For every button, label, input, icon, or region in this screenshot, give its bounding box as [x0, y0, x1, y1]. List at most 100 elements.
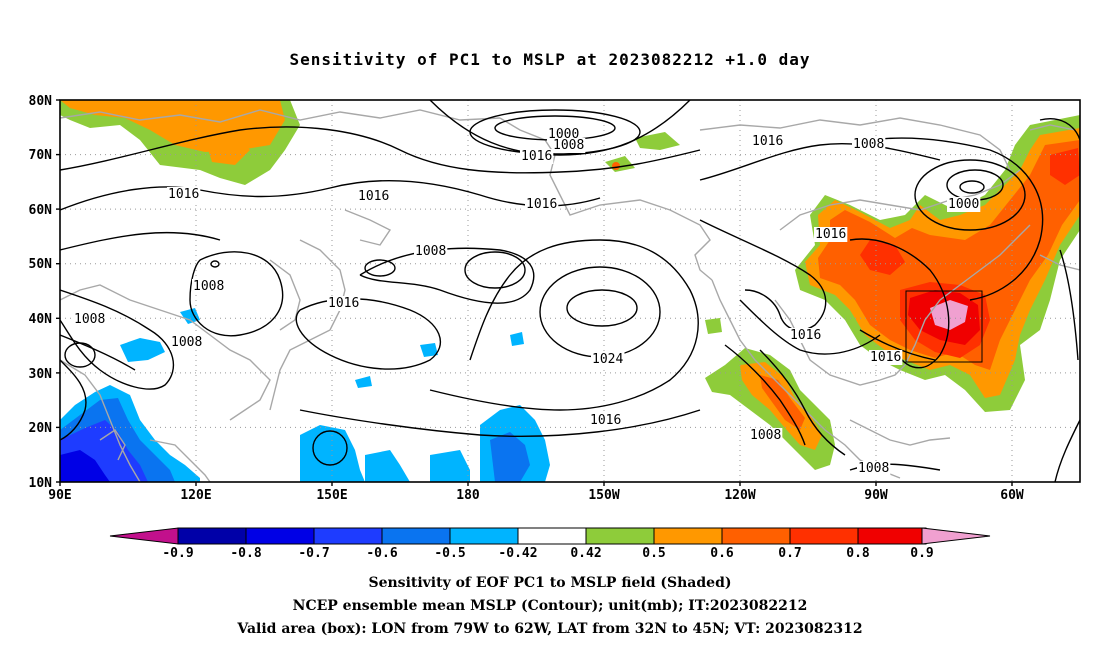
positive-shade	[705, 318, 722, 334]
positive-shade	[818, 140, 1080, 370]
footer-line-3: Valid area (box): LON from 79W to 62W, L…	[237, 621, 863, 637]
valid-area-box	[905, 290, 983, 363]
contour-label: 1008	[553, 138, 584, 153]
contour-label-background	[852, 137, 886, 152]
lat-label: 80N	[29, 94, 53, 109]
contour-label: 1008	[750, 428, 781, 443]
positive-shade	[1050, 148, 1080, 185]
positive-shade	[635, 132, 680, 150]
contour-label: 1016	[526, 197, 557, 212]
negative-shade	[120, 338, 165, 362]
lon-label: 60W	[1000, 488, 1024, 503]
latitude-axis: 80N 70N 60N 50N 40N 30N 20N 10N	[29, 94, 53, 491]
colorbar-cell	[585, 527, 655, 545]
positive-shade	[612, 162, 620, 170]
colorbar: -0.9 -0.8 -0.7 -0.6 -0.5 -0.42 0.42 0.5 …	[109, 527, 991, 561]
contour-label-background	[749, 428, 783, 443]
positive-shade	[860, 240, 905, 275]
positive-shade	[605, 156, 635, 172]
contour-label-background	[589, 413, 623, 428]
colorbar-cell	[177, 527, 247, 545]
lat-label: 30N	[29, 367, 53, 382]
colorbar-label: -0.7	[298, 546, 329, 561]
contour-label-background	[327, 296, 361, 311]
contour-label: 1008	[193, 279, 224, 294]
colorbar-label: -0.6	[366, 546, 397, 561]
contour-label-background	[814, 227, 848, 242]
contour-label-background	[414, 244, 448, 259]
contour-label-background	[751, 134, 785, 149]
lat-label: 20N	[29, 421, 53, 436]
contour-label: 1000	[948, 197, 979, 212]
lon-label: 120E	[180, 488, 211, 503]
contour-label: 1016	[521, 149, 552, 164]
contour-labels: 1000 1008 1016 1016 1008 1016 1000 1016 …	[73, 127, 981, 476]
colorbar-cell	[517, 527, 587, 545]
contour-label-background	[170, 335, 204, 350]
negative-shade	[300, 425, 365, 482]
contour-label: 1016	[358, 189, 389, 204]
colorbar-cell	[381, 527, 451, 545]
colorbar-label: -0.9	[162, 546, 193, 561]
lon-label: 90E	[48, 488, 71, 503]
contour-label: 1016	[168, 187, 199, 202]
lat-label: 60N	[29, 203, 53, 218]
lon-label: 180	[456, 488, 480, 503]
colorbar-cell	[313, 527, 383, 545]
contour-label-background	[73, 312, 107, 327]
contour-label: 1016	[752, 134, 783, 149]
negative-shade	[60, 450, 110, 482]
contour-label-background	[552, 138, 586, 153]
colorbar-cell	[789, 527, 859, 545]
lon-label: 120W	[724, 488, 755, 503]
colorbar-label: -0.42	[498, 546, 537, 561]
footer-line-1: Sensitivity of EOF PC1 to MSLP field (Sh…	[368, 575, 732, 591]
colorbar-label: 0.5	[642, 546, 665, 561]
lat-label: 50N	[29, 257, 53, 272]
negative-shade	[180, 308, 200, 324]
lat-label: 70N	[29, 148, 53, 163]
colorbar-label: -0.5	[434, 546, 465, 561]
colorbar-cell	[449, 527, 519, 545]
colorbar-label: 0.42	[570, 546, 601, 561]
map-title: Sensitivity of PC1 to MSLP at 2023082212…	[289, 50, 811, 69]
contour-label: 1016	[870, 350, 901, 365]
contour-label-background	[869, 350, 903, 365]
contour-label-background	[520, 149, 554, 164]
contour-label: 1008	[171, 335, 202, 350]
colorbar-label: 0.6	[710, 546, 734, 561]
contour-label-background	[167, 187, 201, 202]
contour-label-background	[947, 197, 981, 212]
contour-label: 1008	[858, 461, 889, 476]
contour-label: 1016	[590, 413, 621, 428]
contour-label: 1008	[74, 312, 105, 327]
lon-label: 90W	[864, 488, 888, 503]
footer-line-2: NCEP ensemble mean MSLP (Contour); unit(…	[292, 598, 808, 614]
axis-ticks	[56, 99, 1013, 486]
colorbar-label: 0.9	[910, 546, 933, 561]
lat-label: 40N	[29, 312, 53, 327]
colorbar-cell	[857, 527, 927, 545]
lon-label: 150E	[316, 488, 347, 503]
colorbar-right-arrow	[921, 527, 991, 545]
lat-label: 10N	[29, 476, 53, 491]
negative-shade	[355, 376, 372, 388]
shading-layer	[60, 100, 1080, 482]
longitude-axis: 90E 120E 150E 180 150W 120W 90W 60W	[48, 488, 1024, 503]
contour-label-background	[357, 189, 391, 204]
contour-label: 1016	[790, 328, 821, 343]
coastlines	[60, 109, 1080, 482]
negative-shade	[420, 343, 438, 357]
colorbar-label: 0.7	[778, 546, 801, 561]
contour-label: 1008	[415, 244, 446, 259]
negative-shade	[430, 450, 470, 482]
colorbar-left-arrow	[109, 527, 179, 545]
positive-shade	[205, 135, 250, 165]
lon-label: 150W	[588, 488, 619, 503]
colorbar-label: -0.8	[230, 546, 261, 561]
colorbar-cell	[653, 527, 723, 545]
contour-label-background	[525, 197, 559, 212]
colorbar-label: 0.8	[846, 546, 870, 561]
contour-label: 1016	[815, 227, 846, 242]
